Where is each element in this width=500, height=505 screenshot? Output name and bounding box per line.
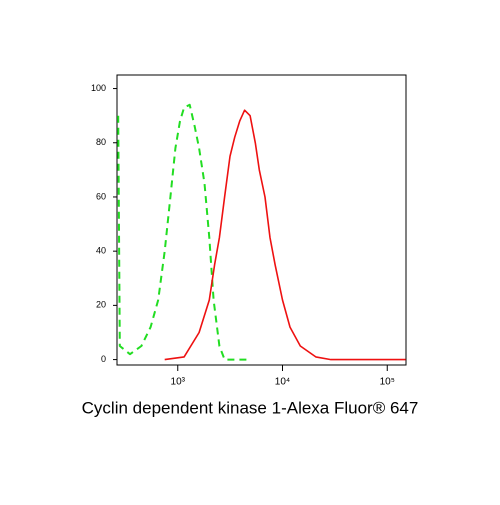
y-tick-label: 40	[96, 246, 106, 256]
x-tick-label: 10³	[171, 377, 186, 388]
series-line	[117, 103, 251, 361]
y-tick-label: 20	[96, 300, 106, 310]
x-tick-label: 10⁵	[380, 377, 395, 388]
y-tick-label: 0	[101, 354, 106, 364]
y-tick-label: 80	[96, 137, 106, 147]
y-tick-label: 100	[91, 83, 106, 93]
plot-frame	[116, 74, 407, 366]
series-line	[164, 109, 406, 361]
x-tick-label: 10⁴	[275, 377, 290, 388]
x-axis-label: Cyclin dependent kinase 1-Alexa Fluor® 6…	[82, 398, 419, 417]
y-tick-label: 60	[96, 191, 106, 201]
